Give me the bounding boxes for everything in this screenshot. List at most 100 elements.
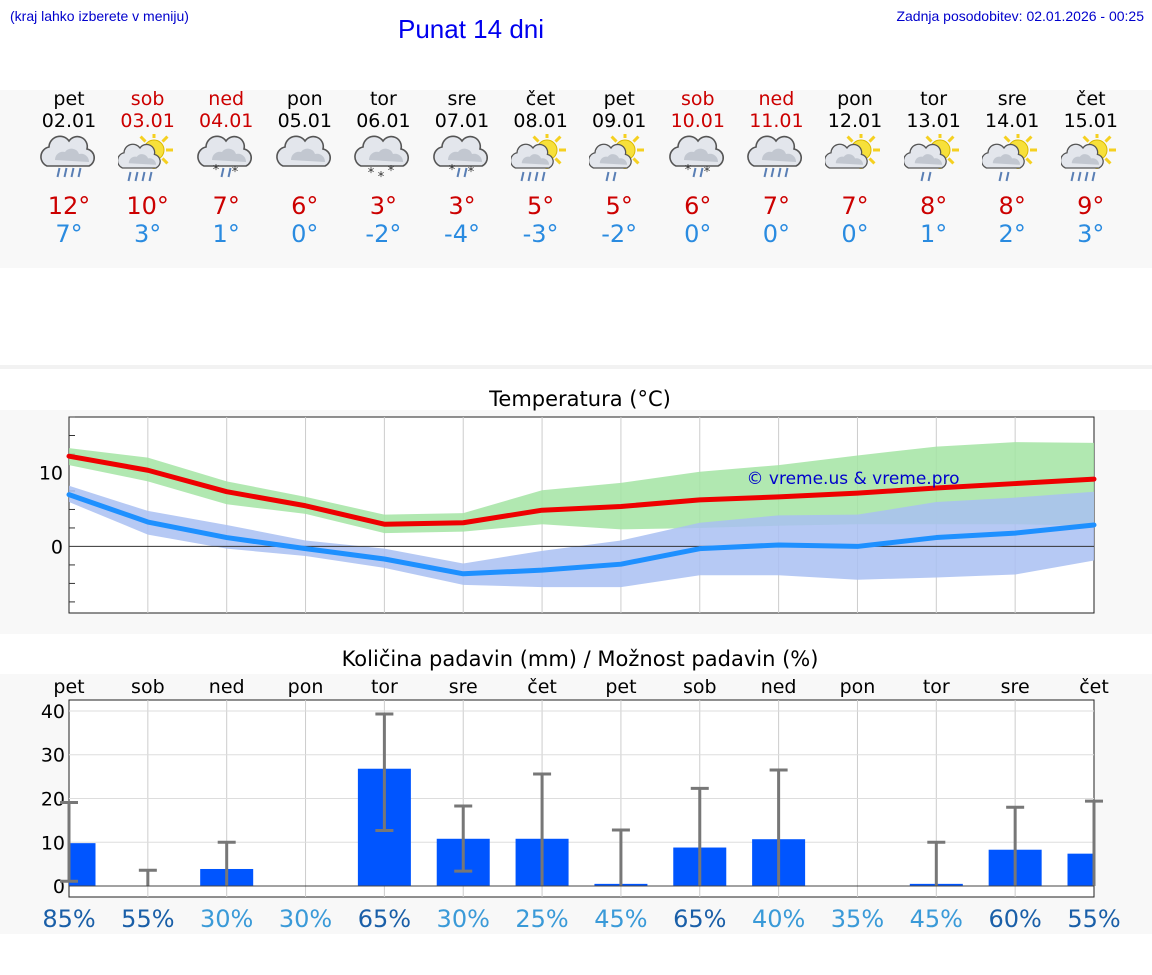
min-temp: 0° [291, 220, 319, 248]
min-temp: 0° [841, 220, 869, 248]
day-name: čet [1076, 88, 1106, 110]
cloud-rain-icon [29, 132, 109, 192]
precip-probability: 30% [437, 905, 490, 933]
min-temp: 1° [919, 220, 948, 248]
temp-line-min [66, 492, 1097, 577]
precip-probability: 30% [200, 905, 253, 933]
day-date: 12.01 [827, 110, 883, 132]
day-name: pon [837, 88, 873, 110]
cloud-rain-icon [736, 132, 816, 192]
svg-text:*: * [378, 170, 385, 185]
max-temp: 3° [369, 192, 398, 220]
precip-category-label: sob [683, 676, 717, 698]
day-column: čet 15.01 9° 3° [1051, 88, 1131, 248]
max-temp: 6° [684, 192, 712, 220]
precip-probability: 40% [752, 905, 805, 933]
max-temp: 5° [605, 192, 633, 220]
day-name: sob [130, 88, 165, 110]
temp-tick-label: 0 [51, 536, 63, 558]
sun-cloud-rain-icon [108, 132, 188, 192]
temperature-chart: 0 10 © vreme.us & vreme.pro [39, 416, 1097, 614]
precip-category-label: pet [53, 676, 84, 698]
day-name: pon [286, 88, 323, 110]
watermark: © vreme.us & vreme.pro [746, 469, 959, 489]
day-name: pet [53, 88, 85, 110]
min-temp: 0° [762, 220, 791, 248]
day-name: sob [681, 88, 715, 110]
min-temp: 3° [1077, 220, 1105, 248]
precip-category-label: sre [1001, 676, 1030, 698]
daily-forecast-band [0, 90, 1152, 268]
max-temp: 3° [448, 192, 476, 220]
precip-tick-label: 40 [41, 701, 65, 723]
min-temp: 2° [998, 220, 1026, 248]
day-date: 10.01 [670, 110, 725, 132]
cloud-sleet-icon: * * [422, 132, 502, 192]
day-date: 08.01 [513, 110, 568, 132]
precip-category-label: pon [840, 676, 876, 698]
precip-probability: 35% [831, 905, 884, 933]
day-date: 14.01 [984, 110, 1040, 132]
day-name: ned [758, 88, 795, 110]
precip-bar [69, 843, 96, 887]
day-column: ned 11.01 7° 0° [736, 88, 816, 248]
day-column: pon 12.01 7° 0° [815, 88, 895, 248]
day-column: pon 05.01 6° 0° [265, 88, 345, 248]
precip-probability: 65% [358, 905, 411, 933]
temp-tick-label: 10 [39, 462, 63, 484]
day-name: tor [369, 88, 397, 110]
sun-cloud-rain-icon [1051, 132, 1131, 192]
day-date: 15.01 [1063, 110, 1118, 132]
menu-hint[interactable]: (kraj lahko izberete v meniju) [10, 8, 189, 24]
day-date: 02.01 [41, 110, 97, 132]
precip-probability: 25% [515, 905, 568, 933]
precip-category-label: čet [527, 676, 557, 698]
day-date: 13.01 [906, 110, 961, 132]
sun-cloud-light-rain-icon [579, 132, 659, 192]
temp-band-min [69, 485, 1094, 588]
precip-probability: 45% [594, 905, 647, 933]
precip-category-label: pon [288, 676, 324, 698]
max-temp: 8° [919, 192, 948, 220]
precip-probability: 45% [910, 905, 963, 933]
daily-forecast: pet 02.01 12° 7° sob 03.01 10° 3° ned 04.01 * * 7° 1°… [0, 88, 1152, 268]
day-name: tor [920, 88, 948, 110]
max-temp: 5° [526, 192, 555, 220]
min-temp: 3° [133, 220, 162, 248]
precip-category-label: sob [131, 676, 165, 698]
precip-tick-label: 30 [41, 745, 65, 767]
precip-probability: 65% [673, 905, 726, 933]
min-temp: -3° [522, 220, 559, 248]
sun-cloud-light-rain-icon [972, 132, 1052, 192]
min-temp: 7° [55, 220, 83, 248]
max-temp: 7° [762, 192, 791, 220]
precip-tick-label: 10 [41, 832, 65, 854]
day-column: pet 02.01 12° 7° [29, 88, 109, 248]
svg-text:*: * [685, 163, 692, 178]
precip-category-label: sre [449, 676, 478, 698]
cloud-sleet-icon: * * [658, 132, 738, 192]
max-temp: 7° [212, 192, 240, 220]
cloud-snow-icon: * * * [343, 132, 423, 192]
max-temp: 10° [126, 192, 169, 220]
day-column: čet 08.01 5° -3° [501, 88, 581, 248]
day-column: sre 14.01 8° 2° [972, 88, 1052, 248]
cloud-sleet-icon: * * [186, 132, 266, 192]
precip-tick-label: 0 [53, 876, 65, 898]
temp-line-max [66, 453, 1097, 527]
temperature-title: Temperatura (°C) [489, 387, 671, 411]
day-column: sob 03.01 10° 3° [108, 88, 188, 248]
day-column: sre 07.01 * * 3° -4° [422, 88, 502, 248]
precip-probability: 55% [121, 905, 174, 933]
max-temp: 12° [47, 192, 91, 220]
min-temp: -2° [601, 220, 638, 248]
day-column: pet 09.01 5° -2° [579, 88, 659, 248]
sun-cloud-rain-icon [501, 132, 581, 192]
max-temp: 7° [841, 192, 869, 220]
svg-text:*: * [388, 164, 395, 179]
min-temp: 1° [212, 220, 240, 248]
sun-cloud-icon [815, 132, 895, 192]
day-name: pet [603, 88, 635, 110]
spacer-band [0, 365, 1152, 369]
cloud-icon [265, 132, 345, 192]
